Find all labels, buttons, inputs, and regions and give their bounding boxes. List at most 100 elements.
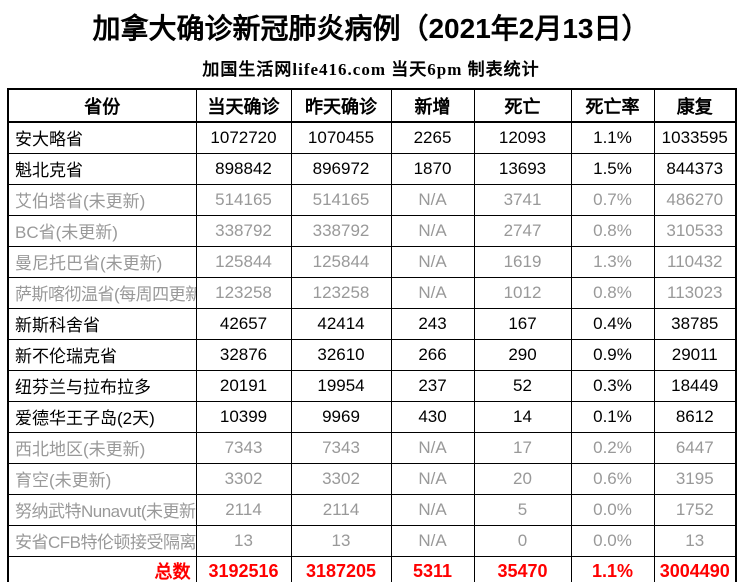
cell-today: 125844 <box>195 245 292 278</box>
table-row-northwest-territories: 西北地区(未更新) 7343 7343 N/A 17 0.2% 6447 <box>7 431 737 464</box>
cell-deaths: 20 <box>473 462 572 495</box>
col-header-today: 当天确诊 <box>195 88 292 123</box>
cell-added: 243 <box>390 307 475 340</box>
cell-death-rate: 0.0% <box>570 524 655 557</box>
cell-today: 10399 <box>195 400 292 433</box>
cell-death-rate: 0.6% <box>570 462 655 495</box>
cell-yesterday: 7343 <box>290 431 392 464</box>
total-death-rate: 1.1% <box>570 555 655 582</box>
table-row-nova-scotia: 新斯科舍省 42657 42414 243 167 0.4% 38785 <box>7 307 737 340</box>
cell-added: 237 <box>390 369 475 402</box>
cell-province: 安大略省 <box>7 121 197 154</box>
cell-province: 艾伯塔省(未更新) <box>7 183 197 216</box>
table-row-yukon: 育空(未更新) 3302 3302 N/A 20 0.6% 3195 <box>7 462 737 495</box>
cell-death-rate: 0.0% <box>570 493 655 526</box>
cell-deaths: 0 <box>473 524 572 557</box>
total-yesterday: 3187205 <box>290 555 392 582</box>
table-body: 安大略省 1072720 1070455 2265 12093 1.1% 103… <box>7 121 737 582</box>
cell-province: 西北地区(未更新) <box>7 431 197 464</box>
cell-province: 新斯科舍省 <box>7 307 197 340</box>
cell-yesterday: 13 <box>290 524 392 557</box>
cell-yesterday: 125844 <box>290 245 392 278</box>
cell-added: N/A <box>390 214 475 247</box>
cell-today: 3302 <box>195 462 292 495</box>
cell-province: 努纳武特Nunavut(未更新) <box>7 493 197 526</box>
cell-recovered: 486270 <box>653 183 737 216</box>
cell-province: 曼尼托巴省(未更新) <box>7 245 197 278</box>
cell-recovered: 1752 <box>653 493 737 526</box>
table-row-nunavut: 努纳武特Nunavut(未更新) 2114 2114 N/A 5 0.0% 17… <box>7 493 737 526</box>
cell-recovered: 8612 <box>653 400 737 433</box>
cell-today: 20191 <box>195 369 292 402</box>
cell-added: N/A <box>390 183 475 216</box>
cell-yesterday: 3302 <box>290 462 392 495</box>
cell-added: 1870 <box>390 152 475 185</box>
cell-added: N/A <box>390 245 475 278</box>
cell-added: 266 <box>390 338 475 371</box>
table-row-pei: 爱德华王子岛(2天) 10399 9969 430 14 0.1% 8612 <box>7 400 737 433</box>
cell-yesterday: 9969 <box>290 400 392 433</box>
cell-deaths: 1012 <box>473 276 572 309</box>
cell-added: 430 <box>390 400 475 433</box>
cell-recovered: 29011 <box>653 338 737 371</box>
cell-province: 纽芬兰与拉布拉多 <box>7 369 197 402</box>
cell-yesterday: 896972 <box>290 152 392 185</box>
cell-deaths: 12093 <box>473 121 572 154</box>
cell-yesterday: 32610 <box>290 338 392 371</box>
cell-today: 514165 <box>195 183 292 216</box>
col-header-recovered: 康复 <box>653 88 737 123</box>
table-row-alberta: 艾伯塔省(未更新) 514165 514165 N/A 3741 0.7% 48… <box>7 183 737 216</box>
cell-yesterday: 1070455 <box>290 121 392 154</box>
cell-yesterday: 338792 <box>290 214 392 247</box>
cell-death-rate: 1.5% <box>570 152 655 185</box>
cell-yesterday: 123258 <box>290 276 392 309</box>
cell-deaths: 1619 <box>473 245 572 278</box>
total-added: 5311 <box>390 555 475 582</box>
cell-deaths: 14 <box>473 400 572 433</box>
cell-yesterday: 42414 <box>290 307 392 340</box>
cell-death-rate: 0.2% <box>570 431 655 464</box>
table-row-new-brunswick: 新不伦瑞克省 32876 32610 266 290 0.9% 29011 <box>7 338 737 371</box>
cell-today: 13 <box>195 524 292 557</box>
total-label: 总数 <box>7 555 197 582</box>
cell-recovered: 18449 <box>653 369 737 402</box>
header-row: 省份 当天确诊 昨天确诊 新增 死亡 死亡率 康复 <box>7 88 737 123</box>
cell-deaths: 13693 <box>473 152 572 185</box>
cell-province: 安省CFB特伦顿接受隔离 <box>7 524 197 557</box>
cell-province: BC省(未更新) <box>7 214 197 247</box>
cell-today: 7343 <box>195 431 292 464</box>
cell-province: 魁北克省 <box>7 152 197 185</box>
cell-deaths: 5 <box>473 493 572 526</box>
cell-deaths: 2747 <box>473 214 572 247</box>
cell-province: 萨斯喀彻温省(每周四更新) <box>7 276 197 309</box>
total-deaths: 35470 <box>473 555 572 582</box>
col-header-deaths: 死亡 <box>473 88 572 123</box>
table-header: 省份 当天确诊 昨天确诊 新增 死亡 死亡率 康复 <box>7 88 737 123</box>
cell-deaths: 167 <box>473 307 572 340</box>
cell-recovered: 38785 <box>653 307 737 340</box>
cell-yesterday: 2114 <box>290 493 392 526</box>
cell-province: 育空(未更新) <box>7 462 197 495</box>
covid-stats-table: 省份 当天确诊 昨天确诊 新增 死亡 死亡率 康复 安大略省 1072720 1… <box>7 88 737 582</box>
cell-added: N/A <box>390 462 475 495</box>
cell-today: 123258 <box>195 276 292 309</box>
cell-deaths: 52 <box>473 369 572 402</box>
cell-today: 898842 <box>195 152 292 185</box>
table-row-newfoundland: 纽芬兰与拉布拉多 20191 19954 237 52 0.3% 18449 <box>7 369 737 402</box>
cell-death-rate: 0.3% <box>570 369 655 402</box>
cell-death-rate: 0.8% <box>570 276 655 309</box>
cell-recovered: 3195 <box>653 462 737 495</box>
cell-yesterday: 514165 <box>290 183 392 216</box>
cell-today: 1072720 <box>195 121 292 154</box>
cell-province: 爱德华王子岛(2天) <box>7 400 197 433</box>
cell-death-rate: 0.1% <box>570 400 655 433</box>
cell-today: 42657 <box>195 307 292 340</box>
cell-death-rate: 0.8% <box>570 214 655 247</box>
cell-today: 338792 <box>195 214 292 247</box>
table-row-saskatchewan: 萨斯喀彻温省(每周四更新) 123258 123258 N/A 1012 0.8… <box>7 276 737 309</box>
col-header-yesterday: 昨天确诊 <box>290 88 392 123</box>
cell-recovered: 1033595 <box>653 121 737 154</box>
cell-added: N/A <box>390 431 475 464</box>
cell-added: N/A <box>390 276 475 309</box>
